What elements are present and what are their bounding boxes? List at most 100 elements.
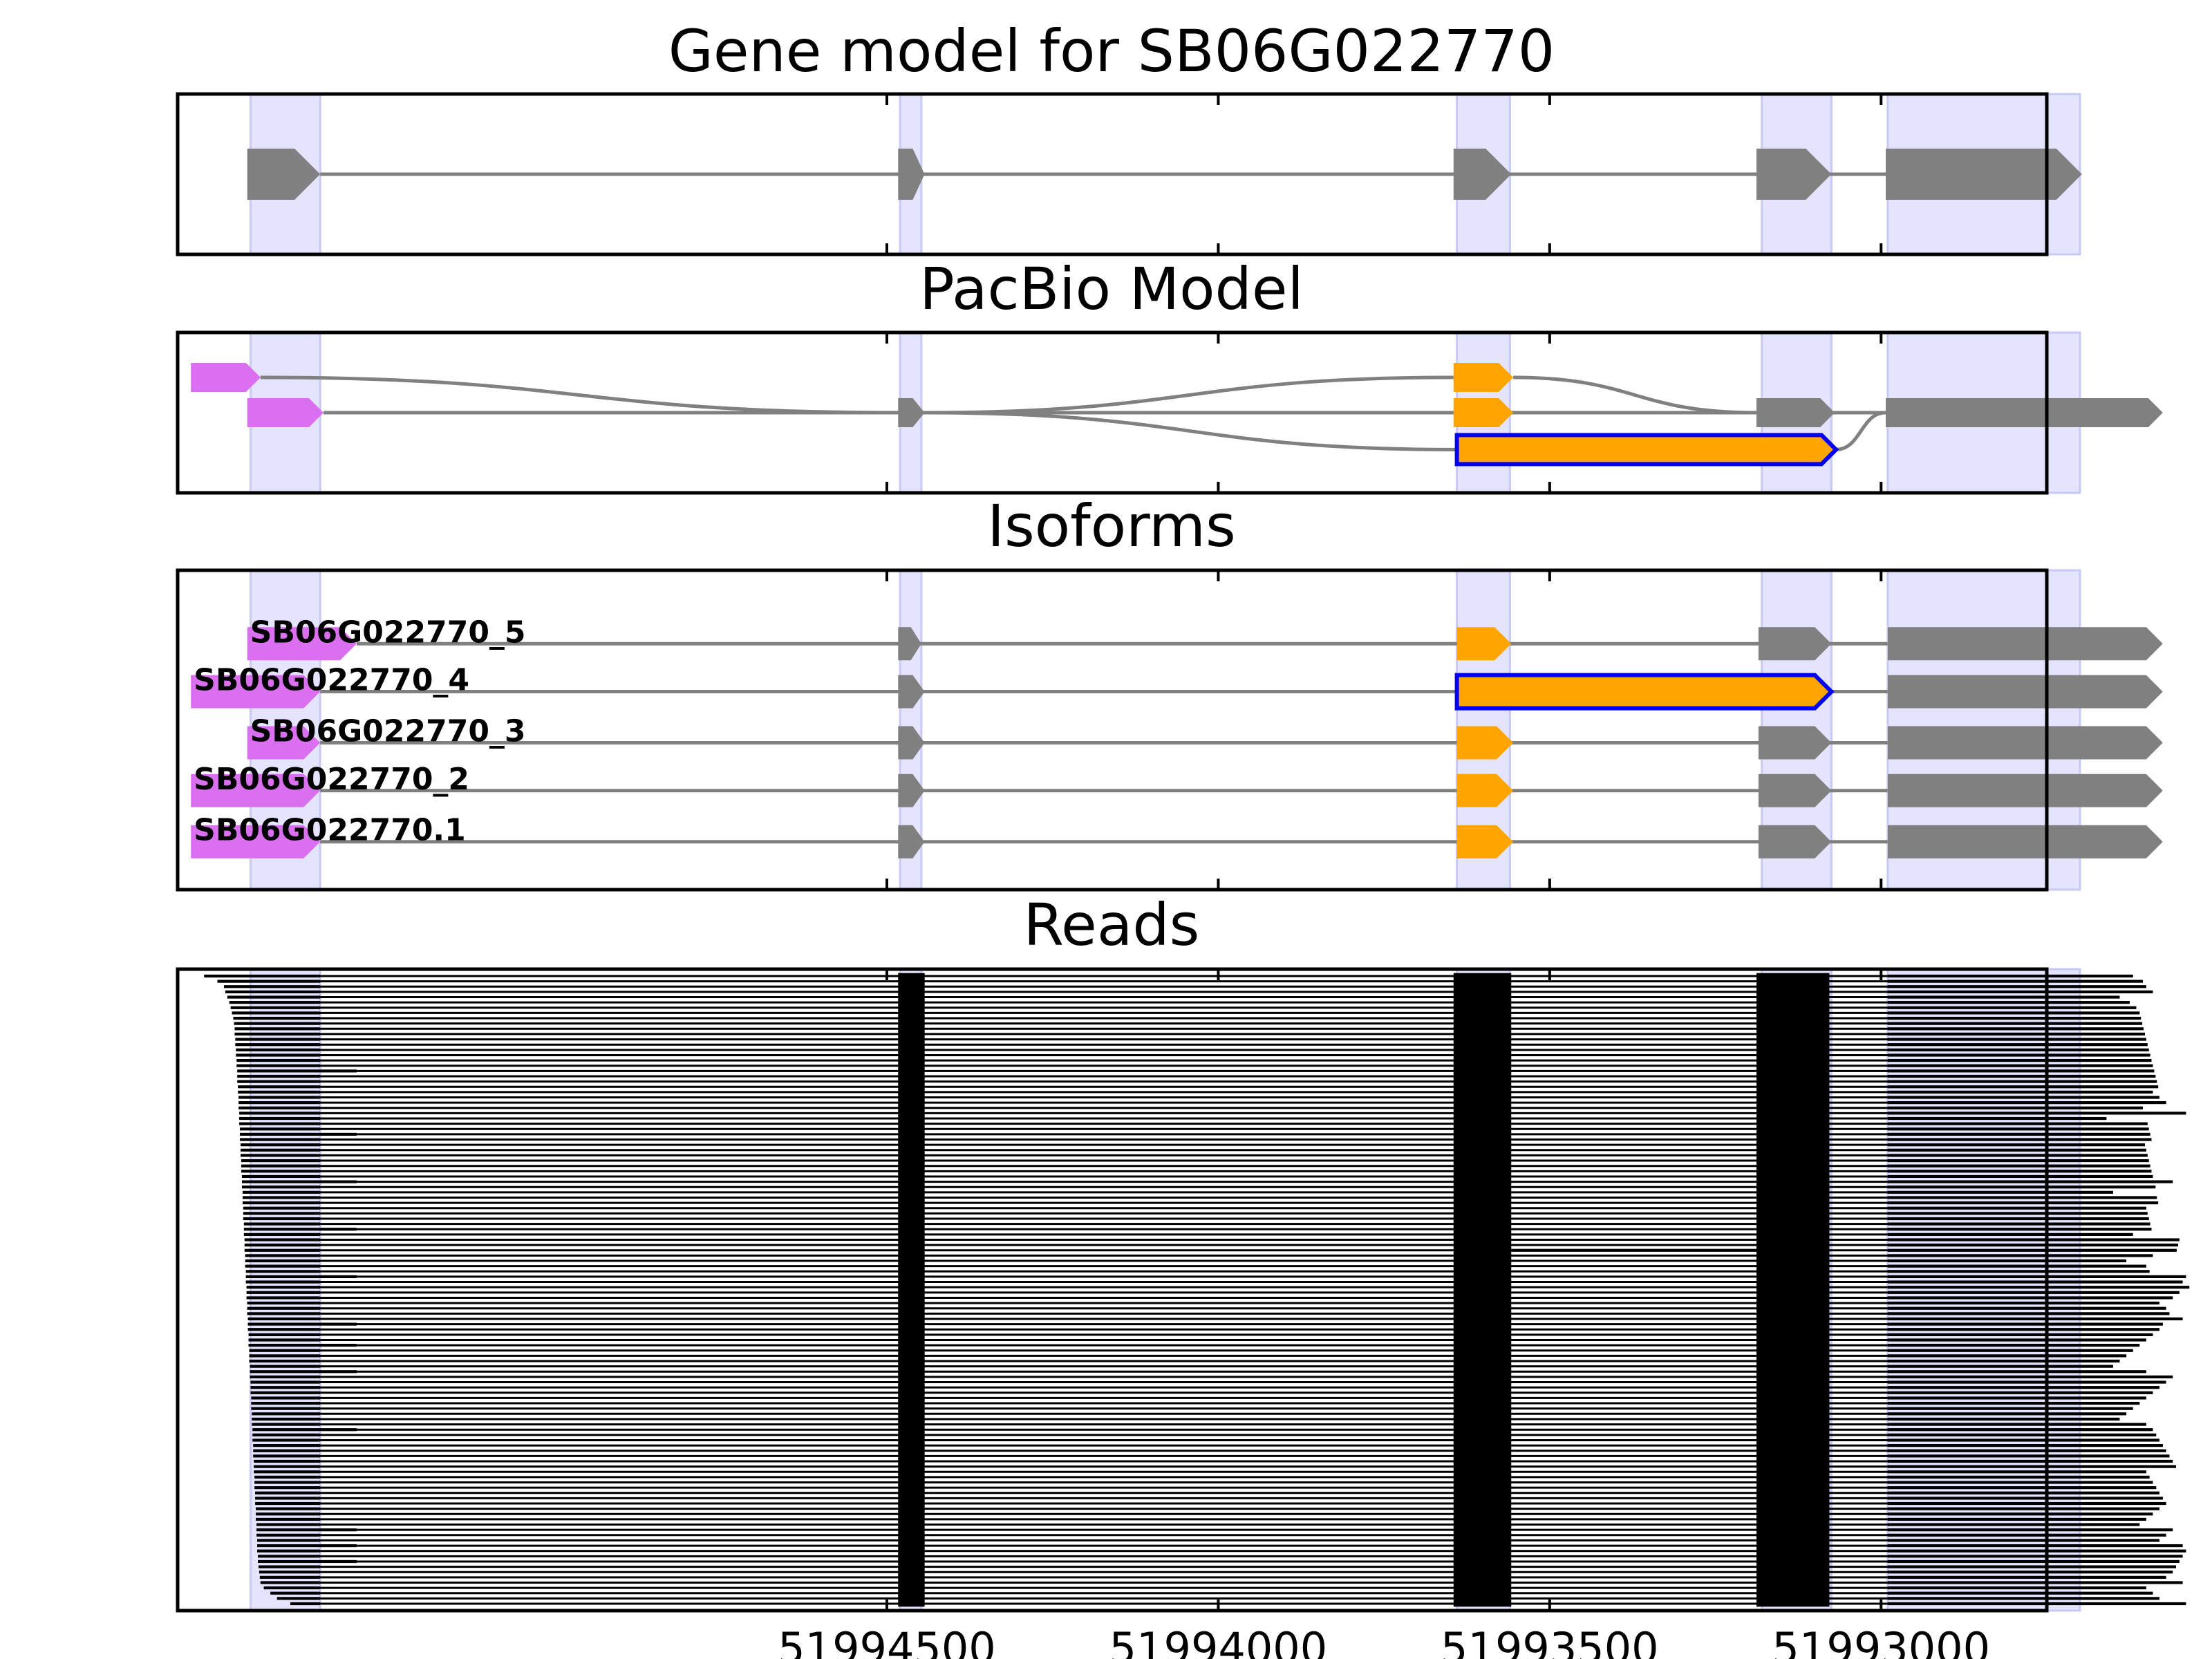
read-block (1756, 1110, 1830, 1116)
read-block (1887, 1286, 2190, 1289)
read-block (241, 1143, 321, 1147)
read-block (1756, 1537, 1830, 1544)
read-block (898, 1253, 925, 1259)
read-block (1453, 1442, 1512, 1449)
read-block (1887, 1196, 2157, 1199)
read-block (1756, 1041, 1830, 1048)
read-block (1453, 1500, 1512, 1507)
reads-title: Reads (1024, 891, 1200, 959)
read-block (1887, 1154, 2148, 1157)
read-block (1887, 1555, 2183, 1558)
read-block (1453, 1495, 1512, 1501)
reads-panel: Reads 51994500 51994000 51993500 51993000 (176, 891, 2190, 1659)
isoform-feature (1887, 675, 2163, 709)
read-block (898, 1458, 925, 1465)
read-block (1887, 1497, 2163, 1500)
read-block (1453, 1484, 1512, 1491)
read-block (1887, 1306, 2166, 1310)
read-block (1511, 1248, 1757, 1252)
read-block (898, 1131, 925, 1138)
read-block (1756, 1526, 1830, 1533)
read-block (258, 1559, 357, 1564)
read-block (1453, 1474, 1512, 1481)
read-block (1453, 1183, 1512, 1190)
read-block (898, 1510, 925, 1517)
read-block (1453, 1548, 1512, 1555)
read-block (1453, 1595, 1512, 1602)
read-block (240, 1138, 321, 1141)
read-block (1756, 1506, 1830, 1512)
read-block (1887, 1011, 2140, 1015)
read-block (1887, 995, 2120, 999)
read-block (1887, 1528, 2173, 1532)
isoform-label: SB06G022770_5 (250, 615, 526, 650)
read-block (1756, 1463, 1830, 1470)
read-block (244, 1238, 321, 1241)
read-block (1453, 1136, 1512, 1143)
x-tick-label: 51993500 (1441, 1623, 1659, 1659)
read-block (1887, 1048, 2149, 1051)
read-block (1756, 1580, 1830, 1586)
read-block (898, 1036, 925, 1042)
read-block (241, 1159, 321, 1163)
read-block (1453, 1141, 1512, 1148)
read-block (238, 1106, 321, 1109)
read-block (1887, 1401, 2140, 1405)
read-block (1756, 1152, 1830, 1159)
read-block (898, 1010, 925, 1016)
read-block (898, 999, 925, 1006)
isoform-feature (247, 726, 321, 760)
read-block (255, 1497, 321, 1500)
read-block (1453, 1263, 1512, 1269)
read-block (898, 1025, 925, 1032)
isoforms-panel: Isoforms SB06G022770_5 SB06G022770_4 SB06G… (176, 492, 2163, 892)
read-block (1887, 1080, 2157, 1083)
read-block (898, 1068, 925, 1074)
read-block (1453, 1458, 1512, 1465)
splice-curve (1835, 411, 1886, 451)
read-block (898, 1568, 925, 1575)
read-block (1453, 1210, 1512, 1217)
read-block (1453, 1268, 1512, 1275)
read-block (247, 1301, 321, 1305)
read-block (1887, 1571, 2173, 1574)
read-block (1453, 1389, 1512, 1396)
read-block (1887, 1058, 2152, 1062)
read-block (898, 988, 925, 995)
read-block (1756, 978, 1830, 984)
read-block (898, 1163, 925, 1170)
read-block (898, 1157, 925, 1164)
read-block (898, 1110, 925, 1116)
read-block (247, 1312, 321, 1315)
read-block (1453, 1073, 1512, 1080)
read-block (1453, 1099, 1512, 1106)
read-block (250, 1370, 357, 1374)
read-block (1887, 1122, 2148, 1125)
read-block (263, 1586, 321, 1590)
read-block (1453, 1025, 1512, 1032)
read-block (1887, 1016, 2141, 1020)
read-block (898, 1237, 925, 1243)
read-block (1887, 1539, 2160, 1542)
read-block (1756, 1590, 1830, 1597)
exon-feature (247, 149, 321, 200)
read-block (1756, 1215, 1830, 1222)
read-block (1887, 1375, 2173, 1378)
read-block (1453, 1468, 1512, 1475)
read-block (898, 1548, 925, 1555)
read-block (1453, 1584, 1512, 1591)
read-block (1756, 1495, 1830, 1501)
read-block (258, 1555, 321, 1558)
read-block (898, 1173, 925, 1180)
read-block (1756, 1089, 1830, 1096)
read-block (898, 1495, 925, 1501)
read-block (1756, 1183, 1830, 1190)
read-block (1887, 1501, 2166, 1506)
read-block (257, 1544, 357, 1548)
pacbio-model-panel: PacBio Model (176, 255, 2163, 495)
read-block (256, 1517, 321, 1521)
read-block (1756, 1305, 1830, 1312)
read-block (898, 1405, 925, 1412)
read-block (1887, 1475, 2150, 1479)
read-block (1453, 1231, 1512, 1238)
